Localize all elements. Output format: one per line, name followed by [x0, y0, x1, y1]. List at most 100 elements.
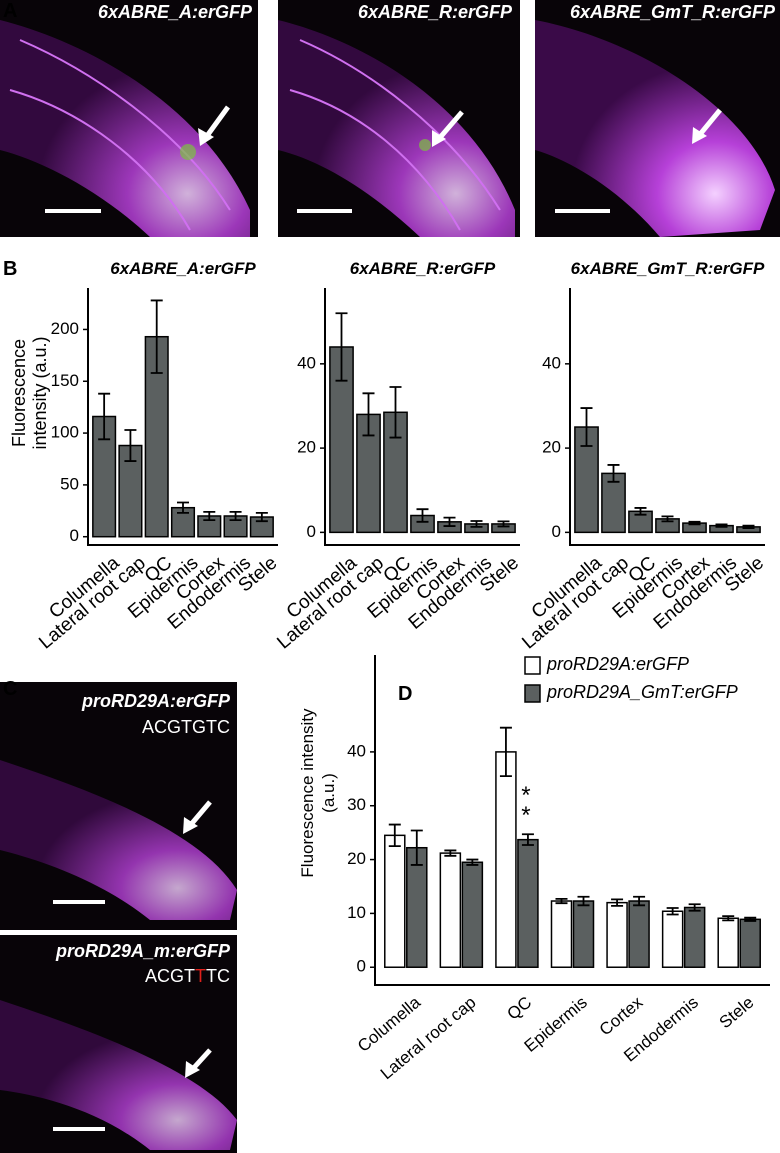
y-tick-label: 20	[347, 849, 366, 868]
bar	[495, 751, 517, 968]
image-caption: 6xABRE_A:erGFP	[98, 2, 253, 22]
bar	[606, 901, 628, 968]
error-bar	[470, 520, 483, 528]
legend-swatch	[524, 684, 541, 703]
error-bar	[388, 823, 401, 848]
x-tick-label: Cortex	[596, 992, 647, 1039]
bar	[572, 900, 595, 968]
image-caption: 6xABRE_R:erGFP	[358, 2, 513, 22]
error-bar	[688, 520, 701, 526]
error-bar	[607, 464, 620, 483]
y-tick-label: 0	[552, 522, 561, 541]
error-bar	[633, 895, 646, 907]
error-bar	[177, 501, 189, 514]
error-bar	[634, 507, 647, 516]
error-bar	[416, 508, 429, 523]
micrograph	[0, 0, 258, 237]
error-bar	[499, 726, 512, 778]
y-tick-label: 0	[70, 526, 79, 545]
y-tick-label: 30	[347, 795, 366, 814]
x-tick-label: Epidermis	[521, 993, 591, 1056]
annotation-box: **	[521, 786, 531, 830]
image-caption: proRD29A:erGFP	[81, 691, 231, 711]
panel-label: A	[3, 0, 17, 22]
bar	[461, 861, 484, 968]
x-tick-label: Stele	[716, 993, 758, 1032]
image-caption: 6xABRE_GmT_R:erGFP	[570, 2, 776, 22]
error-bar	[555, 897, 568, 905]
error-bar	[661, 515, 674, 523]
error-bar	[124, 429, 137, 462]
y-tick-label: 20	[542, 438, 561, 457]
error-bar	[389, 386, 402, 439]
error-bar	[744, 916, 757, 922]
bar	[717, 917, 739, 968]
x-tick-label: Lateral root cap	[377, 993, 480, 1083]
micrograph	[278, 0, 520, 237]
error-bar	[497, 520, 510, 528]
error-bar	[443, 516, 456, 527]
y-tick-label: 10	[347, 903, 366, 922]
error-bar	[150, 299, 163, 374]
legend-swatch	[524, 656, 541, 675]
bar	[628, 900, 650, 968]
bar	[661, 910, 684, 968]
error-bar	[98, 392, 111, 441]
chart-title: 6xABRE_GmT_R:erGFP	[571, 259, 765, 278]
error-bar	[255, 511, 268, 523]
sequence: ACGTGTC	[142, 717, 230, 737]
error-bar	[444, 849, 457, 857]
chart-title: 6xABRE_A:erGFP	[110, 259, 256, 278]
y-tick-label: 50	[60, 474, 79, 493]
error-bar	[715, 523, 728, 528]
error-bar	[362, 392, 375, 437]
y-tick-label: 40	[347, 741, 366, 760]
error-bar	[577, 895, 590, 907]
micrograph	[535, 0, 780, 237]
axis-line	[569, 288, 765, 546]
legend-label: proRD29A_GmT:erGFP	[546, 682, 738, 702]
y-tick-label: 20	[297, 438, 316, 457]
sequence: ACGTTTC	[145, 966, 230, 986]
bar	[517, 838, 539, 968]
error-bar	[742, 524, 755, 530]
bar	[439, 852, 462, 968]
error-bar	[580, 407, 593, 447]
error-bar	[521, 833, 534, 846]
micrograph	[0, 935, 237, 1153]
panel-label: B	[3, 258, 17, 280]
error-bar	[410, 829, 423, 866]
significance: **	[521, 786, 531, 830]
panel-label: D	[398, 683, 412, 705]
bar	[739, 918, 761, 968]
bar	[550, 900, 573, 968]
error-bar	[335, 312, 348, 382]
micrograph	[0, 682, 237, 930]
y-axis-label: Fluorescence intensity (a.u.)	[298, 708, 338, 878]
error-bar	[229, 510, 242, 522]
error-bar	[203, 510, 216, 522]
bar	[384, 834, 406, 968]
error-bar	[611, 898, 624, 907]
y-tick-label: 200	[51, 319, 79, 338]
y-tick-label: 0	[357, 957, 366, 976]
error-bar	[466, 858, 479, 866]
y-tick-label: 0	[307, 522, 316, 541]
axis-line	[374, 655, 770, 986]
image-caption: proRD29A_m:erGFP	[55, 941, 231, 961]
legend-label: proRD29A:erGFP	[546, 654, 689, 674]
panel-label: C	[3, 678, 17, 700]
y-tick-label: 100	[51, 423, 79, 442]
bar	[683, 906, 706, 968]
y-tick-label: 150	[51, 371, 79, 390]
axis-line	[87, 288, 278, 546]
x-tick-label: QC	[503, 993, 535, 1024]
error-bar	[666, 907, 679, 916]
y-axis-label: Fluorescence intensity (a.u.)	[9, 336, 50, 450]
axis-line	[324, 288, 520, 546]
chart-title: 6xABRE_R:erGFP	[350, 259, 496, 278]
error-bar	[722, 915, 735, 922]
y-tick-label: 40	[297, 353, 316, 372]
y-tick-label: 40	[542, 353, 561, 372]
